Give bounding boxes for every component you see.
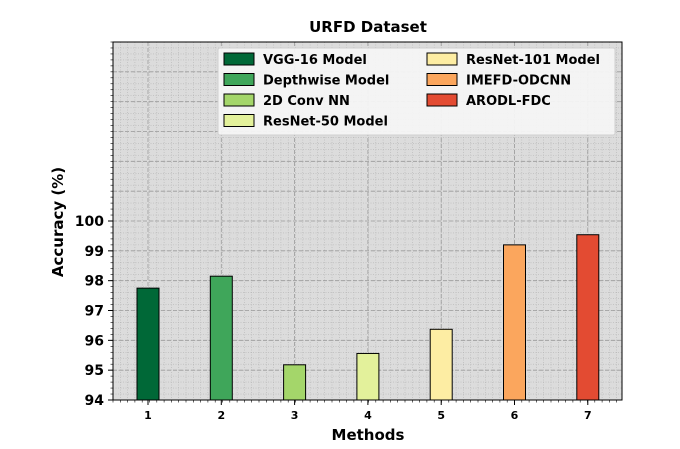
y-tick-label: 100: [75, 214, 104, 230]
x-tick-label: 6: [511, 409, 519, 422]
legend-swatch: [426, 93, 458, 107]
legend-label: ResNet-50 Model: [263, 115, 388, 130]
x-tick-label: 3: [291, 409, 299, 422]
y-axis-label: Accuracy (%): [49, 167, 67, 277]
y-tick-label: 98: [85, 274, 104, 290]
x-tick-label: 5: [437, 409, 445, 422]
x-tick-label: 1: [144, 409, 152, 422]
bar-6: [503, 244, 526, 401]
legend-label: ResNet-101 Model: [466, 53, 600, 68]
legend-label: 2D Conv NN: [263, 94, 350, 109]
y-tick-label: 99: [85, 244, 104, 260]
bar-4: [356, 352, 380, 401]
legend-label: VGG-16 Model: [263, 53, 367, 68]
legend-label: ARODL-FDC: [466, 94, 551, 109]
x-axis-label: Methods: [332, 426, 405, 444]
legend-swatch: [426, 73, 458, 86]
x-tick-label: 7: [584, 409, 592, 422]
legend-swatch: [223, 93, 255, 107]
legend-swatch: [426, 52, 458, 66]
legend-swatch: [223, 114, 255, 127]
x-tick-label: 2: [217, 409, 225, 422]
legend-box: [217, 47, 616, 136]
legend-swatch: [223, 73, 255, 86]
legend-label: IMEFD-ODCNN: [466, 74, 571, 89]
bar-7: [576, 234, 600, 401]
chart-title: URFD Dataset: [309, 18, 427, 36]
legend-label: Depthwise Model: [263, 74, 389, 89]
x-tick-label: 4: [364, 409, 372, 422]
bar-2: [209, 275, 233, 401]
legend: VGG-16 Model Depthwise Model 2D Conv NN Res…: [217, 47, 616, 136]
legend-swatch: [223, 52, 255, 66]
bar-5: [429, 328, 453, 401]
y-tick-label: 95: [85, 363, 104, 379]
bar-1: [136, 287, 160, 401]
bar-3: [283, 364, 307, 401]
y-tick-label: 94: [85, 393, 105, 409]
y-tick-label: 96: [85, 333, 104, 349]
y-tick-label: 97: [85, 304, 104, 320]
